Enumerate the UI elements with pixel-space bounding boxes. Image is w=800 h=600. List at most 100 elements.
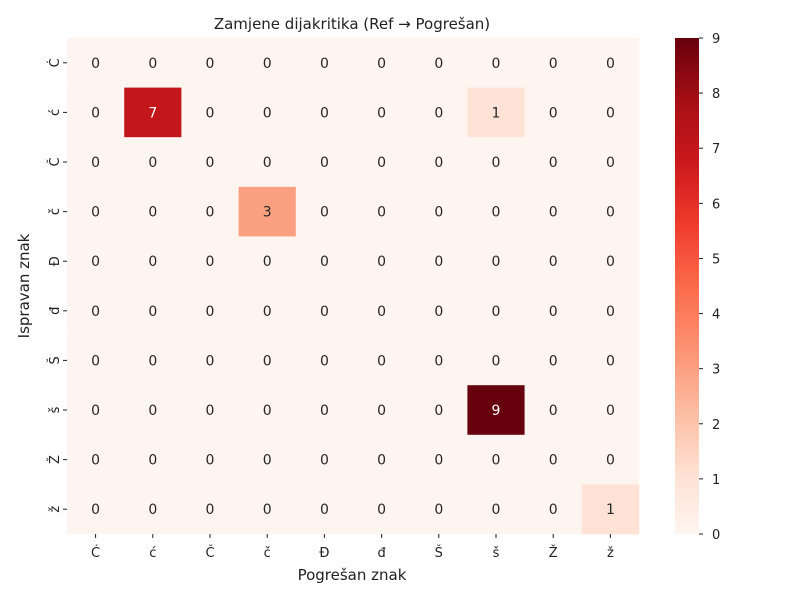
cell-value-label: 0	[434, 403, 443, 419]
heatmap-cell	[581, 186, 640, 237]
colorbar-tick-label: 1	[712, 473, 720, 488]
y-tick-label: š	[48, 406, 63, 413]
heatmap-cell	[181, 38, 239, 88]
heatmap-cell	[124, 286, 182, 336]
heatmap-cell	[524, 385, 583, 436]
cell-value-label: 0	[91, 353, 100, 369]
cell-value-label: 0	[263, 155, 272, 171]
y-tick-label: ć	[48, 109, 63, 116]
colorbar-tick-label: 9	[712, 32, 720, 47]
cell-value-label: 0	[206, 56, 215, 72]
cell-value-label: 0	[377, 254, 386, 270]
heatmap-cell	[410, 286, 468, 336]
heatmap-cell	[467, 236, 525, 287]
cell-value-label: 1	[606, 502, 615, 518]
cell-value-label: 0	[263, 254, 272, 270]
cell-value-label: 0	[206, 205, 215, 221]
heatmap-cell	[238, 236, 297, 287]
x-tick-label: Č	[205, 545, 214, 561]
heatmap-cell	[67, 385, 125, 436]
heatmap-cell	[410, 38, 468, 88]
x-tick-label: č	[264, 546, 271, 561]
cell-value-label: 0	[91, 56, 100, 72]
heatmap-cell	[295, 434, 354, 485]
heatmap-cell	[67, 434, 125, 485]
heatmap-cell	[353, 236, 411, 287]
y-axis-label: Ispravan znak	[15, 233, 33, 338]
x-tick-label: Đ	[319, 546, 329, 561]
x-axis-label: Pogrešan znak	[298, 566, 407, 584]
cell-value-label: 0	[263, 502, 272, 518]
cell-value-label: 0	[434, 304, 443, 320]
cell-value-label: 0	[320, 353, 329, 369]
heatmap-cell	[295, 385, 354, 436]
cell-value-label: 0	[549, 254, 558, 270]
cell-value-label: 0	[492, 254, 501, 270]
heatmap-cell	[581, 434, 640, 485]
cell-value-label: 0	[377, 353, 386, 369]
y-tick-label: ž	[48, 506, 63, 513]
heatmap-cell	[410, 137, 468, 188]
heatmap-cell	[353, 87, 411, 138]
heatmap-cell	[353, 286, 411, 336]
heatmap-cell	[410, 236, 468, 287]
colorbar-tick-label: 0	[712, 528, 720, 543]
heatmap-cell	[524, 484, 583, 535]
cell-value-label: 0	[206, 453, 215, 469]
heatmap-cell	[238, 335, 297, 386]
cell-value-label: 0	[606, 155, 615, 171]
heatmap-cell	[295, 335, 354, 386]
cell-value-label: 0	[320, 155, 329, 171]
heatmap-cell	[467, 484, 525, 535]
heatmap-cell	[67, 484, 125, 535]
cell-value-label: 0	[206, 105, 215, 121]
cell-value-label: 0	[492, 353, 501, 369]
heatmap-cell	[410, 87, 468, 138]
heatmap-cell	[581, 137, 640, 188]
heatmap-cell	[67, 137, 125, 188]
cell-value-label: 0	[91, 453, 100, 469]
cell-value-label: 0	[263, 353, 272, 369]
cell-value-label: 0	[148, 353, 157, 369]
heatmap-cell	[181, 484, 239, 535]
heatmap-cell	[67, 38, 125, 88]
cell-value-label: 0	[320, 56, 329, 72]
heatmap-cell	[67, 186, 125, 237]
cell-value-label: 0	[320, 502, 329, 518]
cell-value-label: 3	[263, 205, 272, 221]
x-tick-label: Ć	[91, 545, 100, 561]
cell-value-label: 0	[377, 403, 386, 419]
cell-value-label: 0	[148, 205, 157, 221]
heatmap-cell	[524, 335, 583, 386]
cell-value-label: 0	[91, 502, 100, 518]
chart-title: Zamjene dijakritika (Ref → Pogrešan)	[214, 15, 490, 33]
heatmap-cell	[353, 38, 411, 88]
heatmap-cell	[295, 236, 354, 287]
heatmap-cell	[353, 484, 411, 535]
x-tick-label: Š	[435, 545, 443, 561]
heatmap-cell	[581, 286, 640, 336]
colorbar-tick-label: 5	[712, 252, 720, 267]
cell-value-label: 0	[320, 304, 329, 320]
cell-value-label: 0	[377, 502, 386, 518]
y-tick-label: Ć	[47, 58, 63, 67]
y-tick-label: Č	[47, 157, 63, 166]
cell-value-label: 0	[549, 502, 558, 518]
cell-value-label: 7	[148, 105, 157, 121]
heatmap-cell	[467, 87, 525, 138]
heatmap-cell	[124, 434, 182, 485]
heatmap-cell	[524, 236, 583, 287]
cell-value-label: 0	[91, 105, 100, 121]
cell-value-label: 0	[91, 304, 100, 320]
cell-value-label: 0	[377, 155, 386, 171]
heatmap-cell	[181, 186, 239, 237]
cell-value-label: 0	[263, 56, 272, 72]
cell-value-label: 0	[377, 105, 386, 121]
cell-value-label: 0	[148, 254, 157, 270]
cell-value-label: 0	[263, 403, 272, 419]
heatmap-cell	[295, 186, 354, 237]
heatmap-cell	[238, 137, 297, 188]
cell-value-label: 0	[206, 353, 215, 369]
heatmap-cell	[524, 137, 583, 188]
